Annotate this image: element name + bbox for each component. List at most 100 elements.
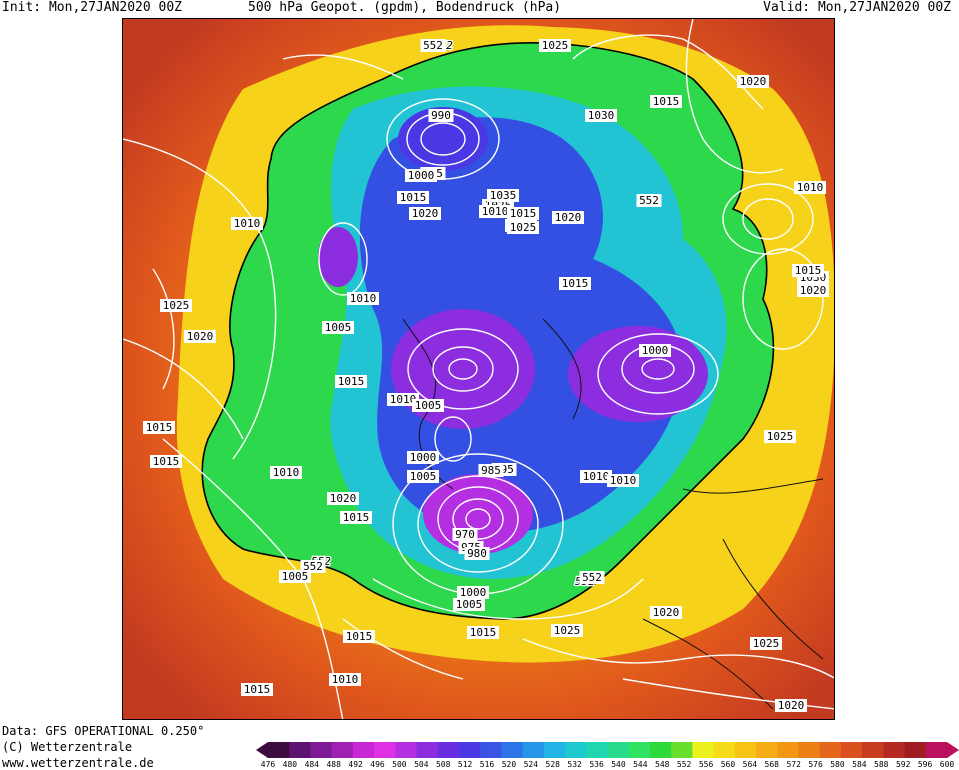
colorbar-cell (862, 742, 884, 758)
low-core-purple (318, 227, 358, 287)
coastline (402, 318, 824, 710)
colorbar-tick-label: 600 (939, 760, 955, 769)
isobar-label: 1000 (642, 344, 669, 357)
isobar-label-bg (279, 570, 311, 583)
isobar-label-bg (453, 598, 485, 611)
colorbar-cell (777, 742, 799, 758)
isobar-label-bg (452, 528, 478, 541)
colorbar-cell (352, 742, 375, 758)
colorbar-tick-label: 516 (479, 760, 495, 769)
isobar-label-bg (150, 455, 182, 468)
isobar-label: 552 (303, 560, 323, 573)
colorbar (256, 742, 959, 758)
isobar-label-bg (539, 39, 571, 52)
colorbar-cell (883, 742, 906, 758)
isobar-label-bg (412, 399, 444, 412)
colorbar-cell (904, 742, 927, 758)
colorbar-tick-label: 536 (589, 760, 604, 769)
colorbar-cell (628, 742, 651, 758)
colorbar-cell (798, 742, 821, 758)
colorbar-tick-label: 564 (742, 760, 758, 769)
isobar-label: 1010 (273, 466, 300, 479)
isobar-label-bg (407, 451, 439, 464)
copyright-label: (C) Wetterzentrale (2, 740, 133, 754)
colorbar-right-arrow (947, 742, 959, 758)
isobar-label-bg (792, 264, 824, 277)
isobar-label: 970 (455, 528, 475, 541)
colorbar-cell (437, 742, 460, 758)
isobar-label-bg (639, 344, 671, 357)
colorbar-cell (756, 742, 778, 758)
isobar-label: 1025 (510, 221, 537, 234)
isobar-label: 1035 (490, 189, 517, 202)
isobar-label: 552 (582, 571, 602, 584)
isobar-label-bg (184, 330, 216, 343)
isobar-label: 1020 (330, 492, 357, 505)
colorbar-tick-label: 560 (720, 760, 736, 769)
isobar-label-bg (160, 299, 192, 312)
isobar-label: 1015 (146, 421, 173, 434)
colorbar-cell (395, 742, 418, 758)
isobar-label: 1010 (482, 205, 509, 218)
isobar-label-bg (775, 699, 807, 712)
colorbar-tick-label: 480 (282, 760, 298, 769)
colorbar-tick-label: 484 (304, 760, 320, 769)
colorbar-tick-label: 556 (698, 760, 714, 769)
height-band-blue (359, 117, 683, 533)
colorbar-cell (565, 742, 587, 758)
colorbar-tick-label: 512 (457, 760, 473, 769)
isobar-label: 1015 (795, 264, 822, 277)
colorbar-cell (607, 742, 630, 758)
isobar-label: 1000 (408, 169, 435, 182)
colorbar-tick-label: 580 (830, 760, 845, 769)
isobar-label: 1015 (338, 375, 365, 388)
isobar-label-bg (750, 637, 782, 650)
colorbar-tick-label: 528 (545, 760, 560, 769)
colorbar-tick-label: 476 (260, 760, 276, 769)
colorbar-cell (840, 742, 863, 758)
isobar-label: 1015 (470, 626, 497, 639)
website-url-link[interactable]: www.wetterzentrale.de (2, 756, 154, 770)
low-core-purple (568, 326, 708, 422)
colorbar-tick-label: 572 (786, 760, 801, 769)
isobar-label-bg (797, 284, 829, 297)
isobar-label: 1020 (412, 207, 439, 220)
isobar-label-bg (467, 626, 499, 639)
chart-title: 500 hPa Geopot. (gpdm), Bodendruck (hPa) (248, 0, 562, 15)
isobar-label-bg (300, 560, 326, 573)
colorbar-tick-label: 588 (874, 760, 889, 769)
isobar-label: 1005 (282, 570, 309, 583)
isobar-label: 980 (467, 547, 487, 560)
isobar-label-bg (479, 205, 511, 218)
colorbar-tick-label: 540 (611, 760, 626, 769)
colorbar-tick-label: 552 (676, 760, 692, 769)
colorbar-tick-label: 524 (523, 760, 539, 769)
isobar-label-bg (428, 109, 454, 122)
isobar-label-bg (340, 511, 372, 524)
isobar-label-bg (607, 474, 639, 487)
colorbar-cell (543, 742, 566, 758)
isobar-label-bg (650, 606, 682, 619)
isobar-label: 1010 (332, 673, 359, 686)
isobar-label: 1020 (778, 699, 805, 712)
colorbar-tick-label: 548 (655, 760, 670, 769)
colorbar-cell (692, 742, 715, 758)
colorbar-tick-label: 544 (633, 760, 648, 769)
isobar-label: 1005 (410, 470, 437, 483)
isobar-label: 1005 (415, 399, 442, 412)
isobar-label: 1015 (244, 683, 271, 696)
isobar-label-bg (487, 189, 519, 202)
data-source-label: Data: GFS OPERATIONAL 0.250° (2, 724, 205, 738)
colorbar-tick-label: 568 (764, 760, 779, 769)
isobar-label-bg (409, 207, 441, 220)
isobar-label: 1010 (350, 292, 377, 305)
isobar-label-bg (464, 547, 490, 560)
isobar-label: 1010 (610, 474, 637, 487)
isobar-label: 1030 (588, 109, 615, 122)
isobar-label: 552 (639, 194, 659, 207)
isobar-label: 1025 (554, 624, 581, 637)
colorbar-cell (310, 742, 333, 758)
isobar-label-bg (241, 683, 273, 696)
isobar-label: 1005 (325, 321, 352, 334)
isobar-label-bg (407, 470, 439, 483)
